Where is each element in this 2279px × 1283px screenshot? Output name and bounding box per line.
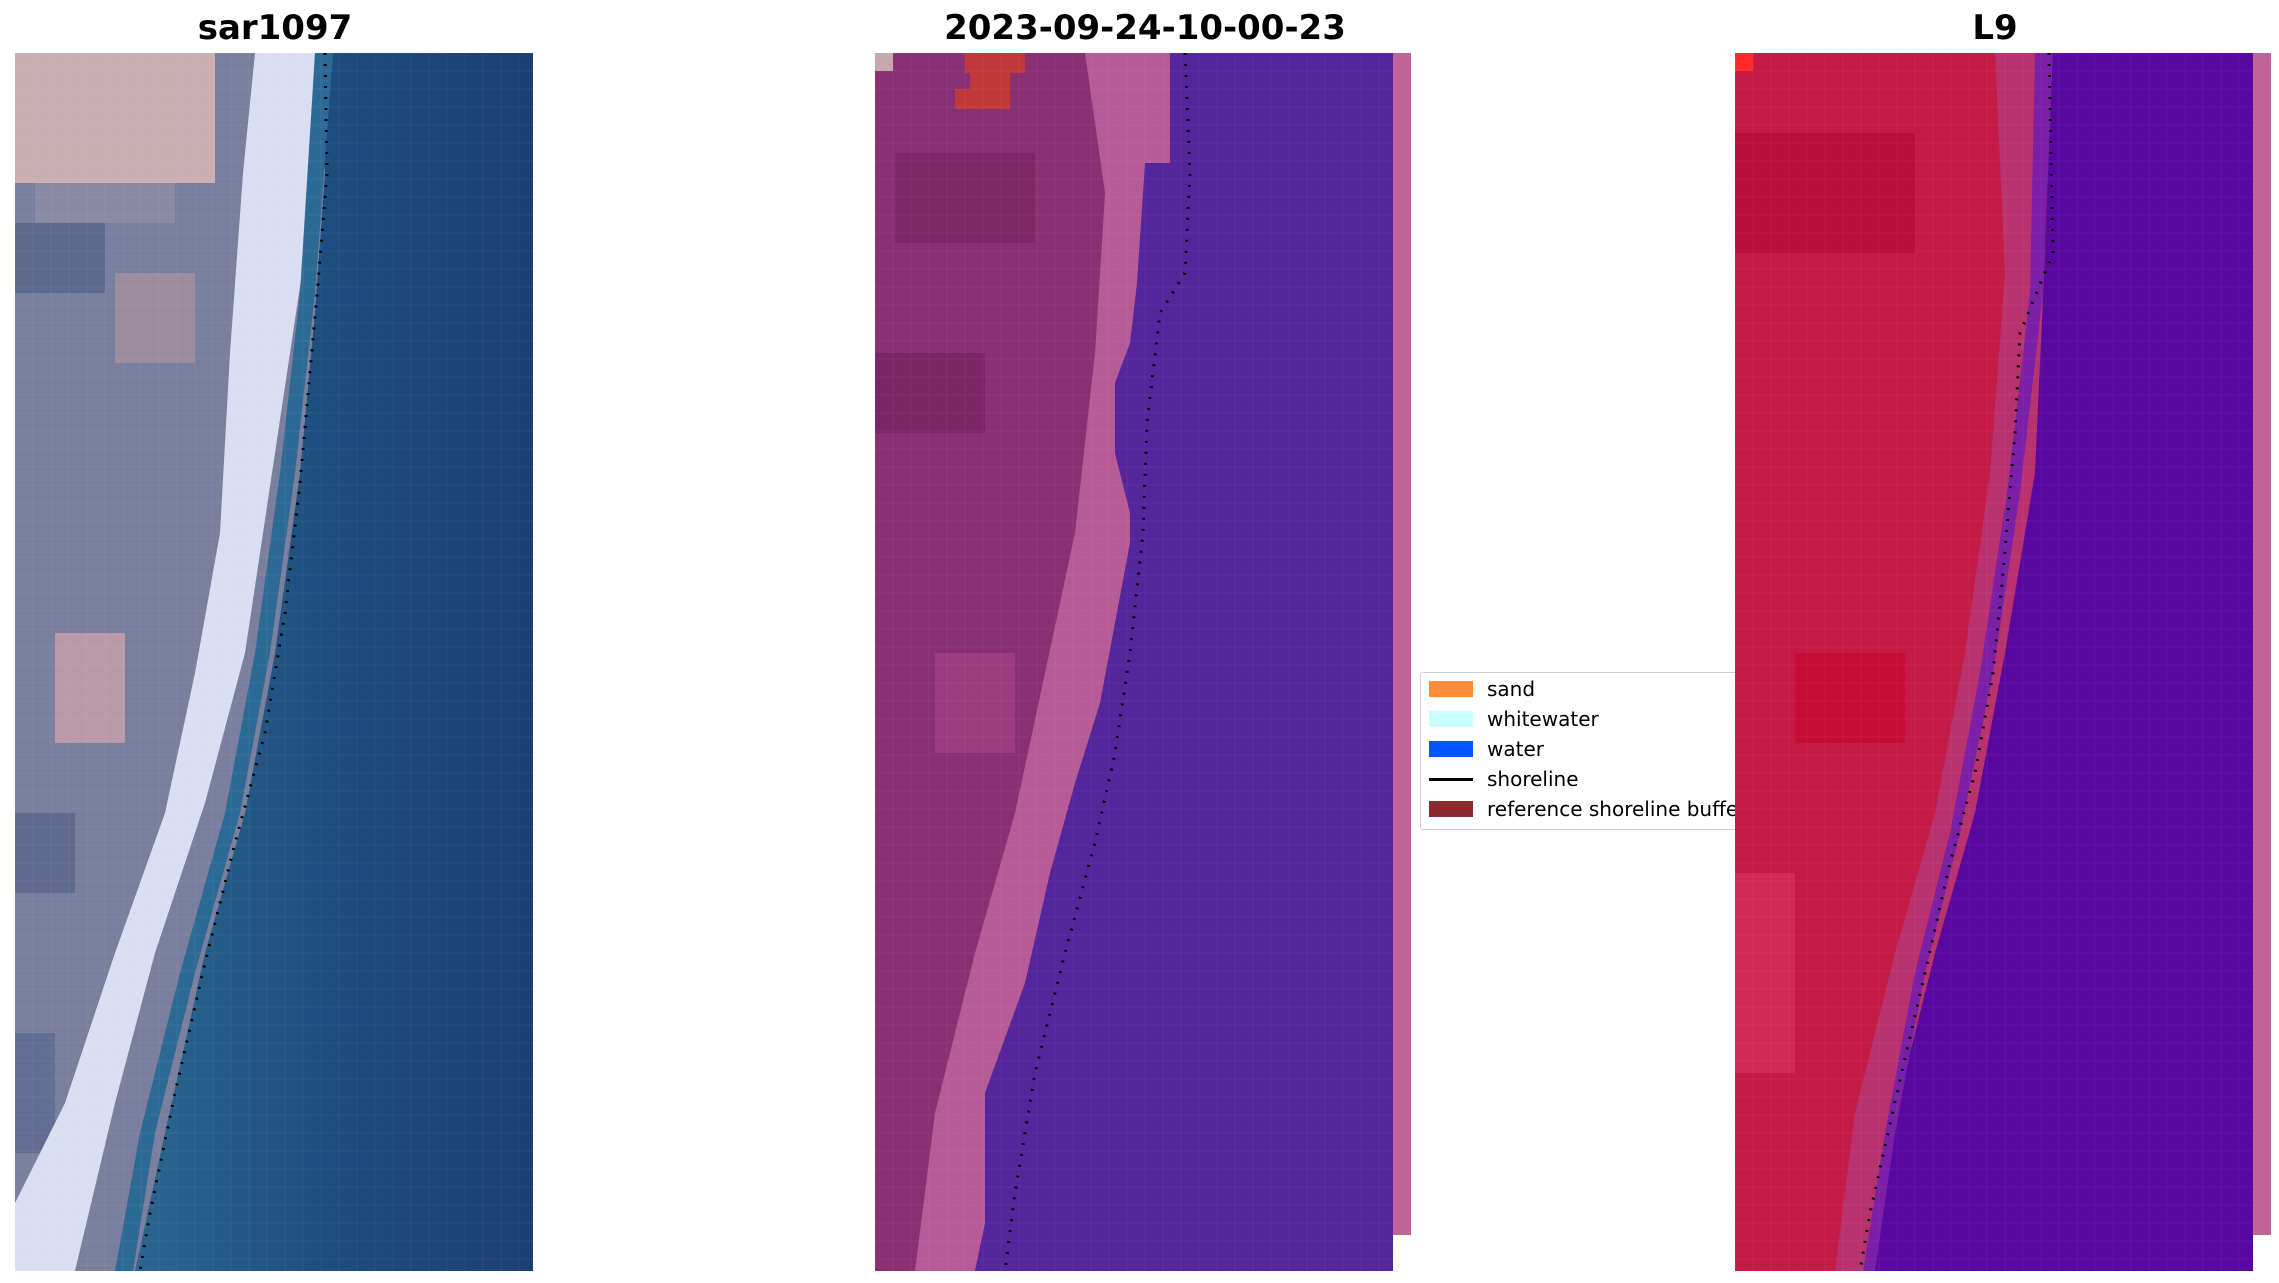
classified-image-panel — [875, 53, 1411, 1271]
shoreline-dotted-line — [138, 53, 329, 1271]
legend-item-shoreline: shoreline — [1421, 763, 1739, 793]
legend-item-water: water — [1421, 733, 1739, 763]
legend-label: water — [1487, 737, 1544, 761]
legend-label: reference shoreline buffer — [1487, 797, 1740, 821]
water-swatch-icon — [1429, 741, 1473, 757]
shoreline-dotted-line — [1003, 53, 1192, 1271]
reference-buffer-swatch-icon — [1429, 801, 1473, 817]
sand-swatch-icon — [1429, 681, 1473, 697]
rgb-image-panel — [15, 53, 533, 1271]
legend-item-sand: sand — [1421, 673, 1739, 703]
panel-title-2: 2023-09-24-10-00-23 — [944, 8, 1346, 48]
legend-item-reference-shoreline-buffer: reference shoreline buffer — [1421, 793, 1739, 823]
legend-item-whitewater: whitewater — [1421, 703, 1739, 733]
legend-label: whitewater — [1487, 707, 1599, 731]
panel-title-3: L9 — [1972, 8, 2018, 48]
shoreline-line-icon — [1429, 778, 1473, 781]
index-image-panel — [1735, 53, 2271, 1271]
legend-label: shoreline — [1487, 767, 1579, 791]
panel-title-1: sar1097 — [197, 8, 353, 48]
legend: sand whitewater water shoreline referenc… — [1420, 672, 1740, 830]
rgb-satellite-image — [15, 53, 533, 1271]
whitewater-swatch-icon — [1429, 711, 1473, 727]
shoreline-dotted-line — [1858, 53, 2055, 1271]
index-satellite-image — [1735, 53, 2271, 1271]
classified-satellite-image — [875, 53, 1411, 1271]
legend-label: sand — [1487, 677, 1536, 701]
